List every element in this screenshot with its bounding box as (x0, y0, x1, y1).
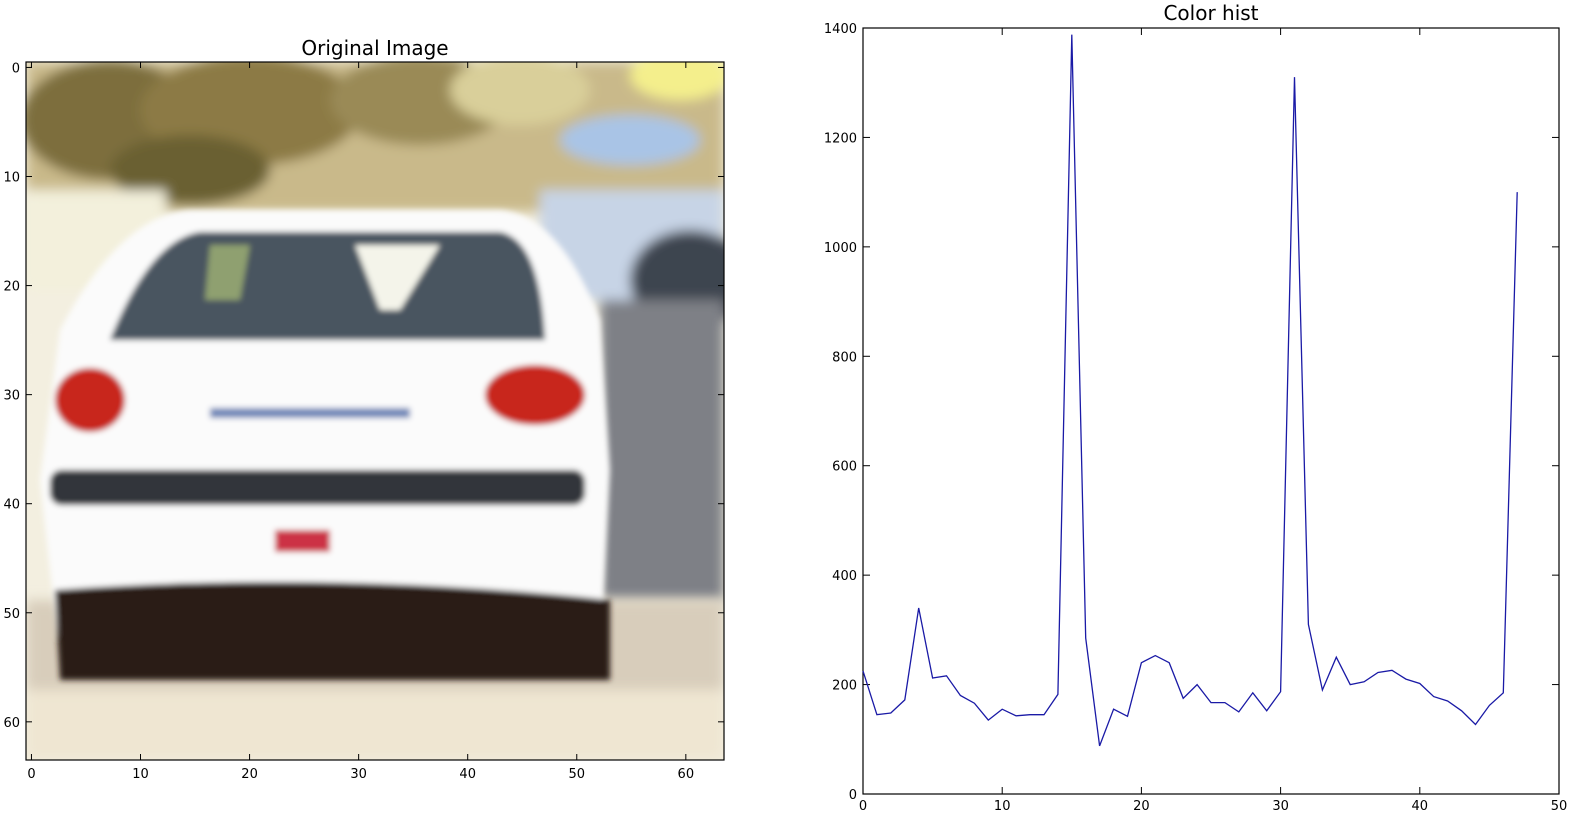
hist-ytick-label: 1000 (824, 241, 857, 256)
image-ytick-label: 50 (3, 607, 20, 622)
hist-title: Color hist (1163, 1, 1258, 25)
hist-ytick-label: 600 (832, 460, 857, 475)
image-xtick-label: 30 (350, 767, 367, 782)
image-ticks: 0 10 20 30 40 50 60 0 10 20 30 40 50 60 (3, 61, 724, 782)
image-ytick-label: 40 (3, 498, 20, 513)
image-axes-frame (25, 61, 725, 761)
hist-xtick-label: 0 (859, 799, 867, 814)
hist-ytick-label: 1200 (824, 131, 857, 146)
image-xtick-label: 10 (132, 767, 149, 782)
hist-series-line (862, 34, 1518, 747)
image-xtick-label: 20 (241, 767, 258, 782)
image-xtick-label: 60 (678, 767, 695, 782)
hist-ytick-label: 1400 (824, 22, 857, 37)
hist-ytick-label: 200 (832, 679, 857, 694)
hist-xtick-label: 10 (994, 799, 1011, 814)
hist-axes-frame (862, 27, 1560, 795)
hist-xtick-label: 30 (1272, 799, 1289, 814)
image-ytick-label: 60 (3, 716, 20, 731)
hist-ytick-label: 400 (832, 569, 857, 584)
hist-xtick-label: 50 (1551, 799, 1568, 814)
image-ytick-label: 20 (3, 280, 20, 295)
image-ytick-label: 30 (3, 389, 20, 404)
hist-xtick-label: 20 (1133, 799, 1150, 814)
hist-ytick-label: 800 (832, 350, 857, 365)
image-ytick-label: 10 (3, 171, 20, 186)
image-ytick-label: 0 (12, 61, 20, 76)
image-xtick-label: 50 (568, 767, 585, 782)
image-xtick-label: 40 (459, 767, 476, 782)
image-xtick-label: 0 (27, 767, 35, 782)
hist-ytick-label: 0 (849, 788, 857, 803)
hist-xtick-label: 40 (1412, 799, 1429, 814)
car-image (26, 62, 724, 760)
hist-ticks: 0 10 20 30 40 50 0 200 400 600 800 1000 1200 1400 (824, 22, 1567, 814)
image-title: Original Image (301, 36, 448, 60)
